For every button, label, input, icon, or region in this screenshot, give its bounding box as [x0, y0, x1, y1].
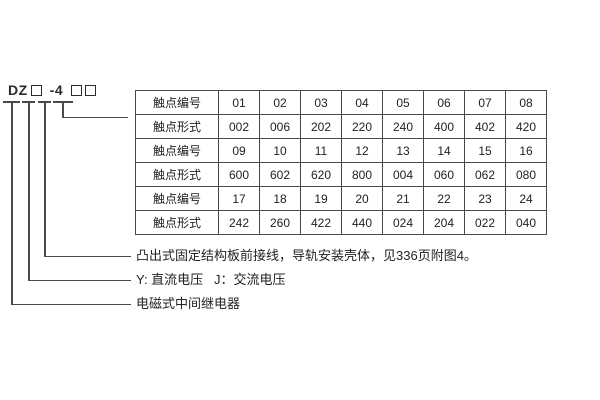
contact-code-table: 触点编号 01 02 03 04 05 06 07 08 触点形式 002 00… — [135, 90, 547, 235]
table-row: 触点编号 17 18 19 20 21 22 23 24 — [135, 186, 547, 211]
table-cell: 422 — [300, 210, 342, 235]
table-cell: 062 — [464, 162, 506, 187]
table-row: 触点形式 242 260 422 440 024 204 022 040 — [135, 210, 547, 235]
table-cell: 03 — [300, 90, 342, 115]
table-cell: 18 — [259, 186, 301, 211]
leader-vertical-voltage — [28, 101, 30, 281]
table-cell: 16 — [505, 138, 547, 163]
table-cell: 11 — [300, 138, 342, 163]
annotation-voltage-note: Y: 直流电压 J：交流电压 — [136, 272, 286, 287]
model-dash-number: -4 — [49, 82, 64, 98]
table-row: 触点编号 09 10 11 12 13 14 15 16 — [135, 138, 547, 163]
table-cell: 07 — [464, 90, 506, 115]
table-cell: 060 — [423, 162, 465, 187]
table-cell: 20 — [341, 186, 383, 211]
row-label: 触点形式 — [135, 162, 219, 187]
table-cell: 800 — [341, 162, 383, 187]
table-cell: 15 — [464, 138, 506, 163]
row-label: 触点编号 — [135, 138, 219, 163]
leader-horizontal-relay — [11, 303, 131, 305]
table-cell: 220 — [341, 114, 383, 139]
table-cell: 204 — [423, 210, 465, 235]
table-cell: 02 — [259, 90, 301, 115]
table-cell: 400 — [423, 114, 465, 139]
table-cell: 402 — [464, 114, 506, 139]
table-cell: 080 — [505, 162, 547, 187]
table-cell: 10 — [259, 138, 301, 163]
table-cell: 440 — [341, 210, 383, 235]
table-cell: 024 — [382, 210, 424, 235]
table-cell: 002 — [218, 114, 260, 139]
table-cell: 23 — [464, 186, 506, 211]
table-cell: 040 — [505, 210, 547, 235]
table-cell: 01 — [218, 90, 260, 115]
table-cell: 240 — [382, 114, 424, 139]
table-cell: 21 — [382, 186, 424, 211]
model-designation: DZ -4 — [8, 82, 97, 98]
row-label: 触点形式 — [135, 114, 219, 139]
table-cell: 08 — [505, 90, 547, 115]
table-cell: 006 — [259, 114, 301, 139]
table-row: 触点编号 01 02 03 04 05 06 07 08 — [135, 90, 547, 115]
table-cell: 202 — [300, 114, 342, 139]
row-label: 触点编号 — [135, 186, 219, 211]
table-cell: 06 — [423, 90, 465, 115]
leader-vertical-mount — [44, 101, 46, 257]
table-cell: 22 — [423, 186, 465, 211]
table-cell: 600 — [218, 162, 260, 187]
table-cell: 022 — [464, 210, 506, 235]
table-row: 触点形式 002 006 202 220 240 400 402 420 — [135, 114, 547, 139]
table-cell: 13 — [382, 138, 424, 163]
table-cell: 19 — [300, 186, 342, 211]
table-cell: 260 — [259, 210, 301, 235]
table-cell: 420 — [505, 114, 547, 139]
table-cell: 602 — [259, 162, 301, 187]
leader-horizontal-contacts — [62, 116, 128, 118]
table-cell: 17 — [218, 186, 260, 211]
table-cell: 620 — [300, 162, 342, 187]
table-cell: 004 — [382, 162, 424, 187]
table-cell: 04 — [341, 90, 383, 115]
table-cell: 24 — [505, 186, 547, 211]
model-prefix: DZ — [8, 82, 28, 98]
table-cell: 12 — [341, 138, 383, 163]
model-placeholder-box-3 — [85, 84, 97, 96]
table-cell: 242 — [218, 210, 260, 235]
row-label: 触点形式 — [135, 210, 219, 235]
row-label: 触点编号 — [135, 90, 219, 115]
model-placeholder-box-1 — [30, 84, 42, 96]
table-cell: 09 — [218, 138, 260, 163]
leader-horizontal-voltage — [28, 279, 131, 281]
model-placeholder-box-2 — [71, 84, 83, 96]
table-row: 触点形式 600 602 620 800 004 060 062 080 — [135, 162, 547, 187]
annotation-mount-note: 凸出式固定结构板前接线，导轨安装壳体，见336页附图4。 — [136, 248, 477, 263]
table-cell: 14 — [423, 138, 465, 163]
annotation-relay-note: 电磁式中间继电器 — [136, 296, 241, 311]
leader-horizontal-mount — [44, 255, 131, 257]
leader-vertical-contacts — [62, 101, 64, 118]
table-cell: 05 — [382, 90, 424, 115]
leader-vertical-relay — [11, 101, 13, 305]
